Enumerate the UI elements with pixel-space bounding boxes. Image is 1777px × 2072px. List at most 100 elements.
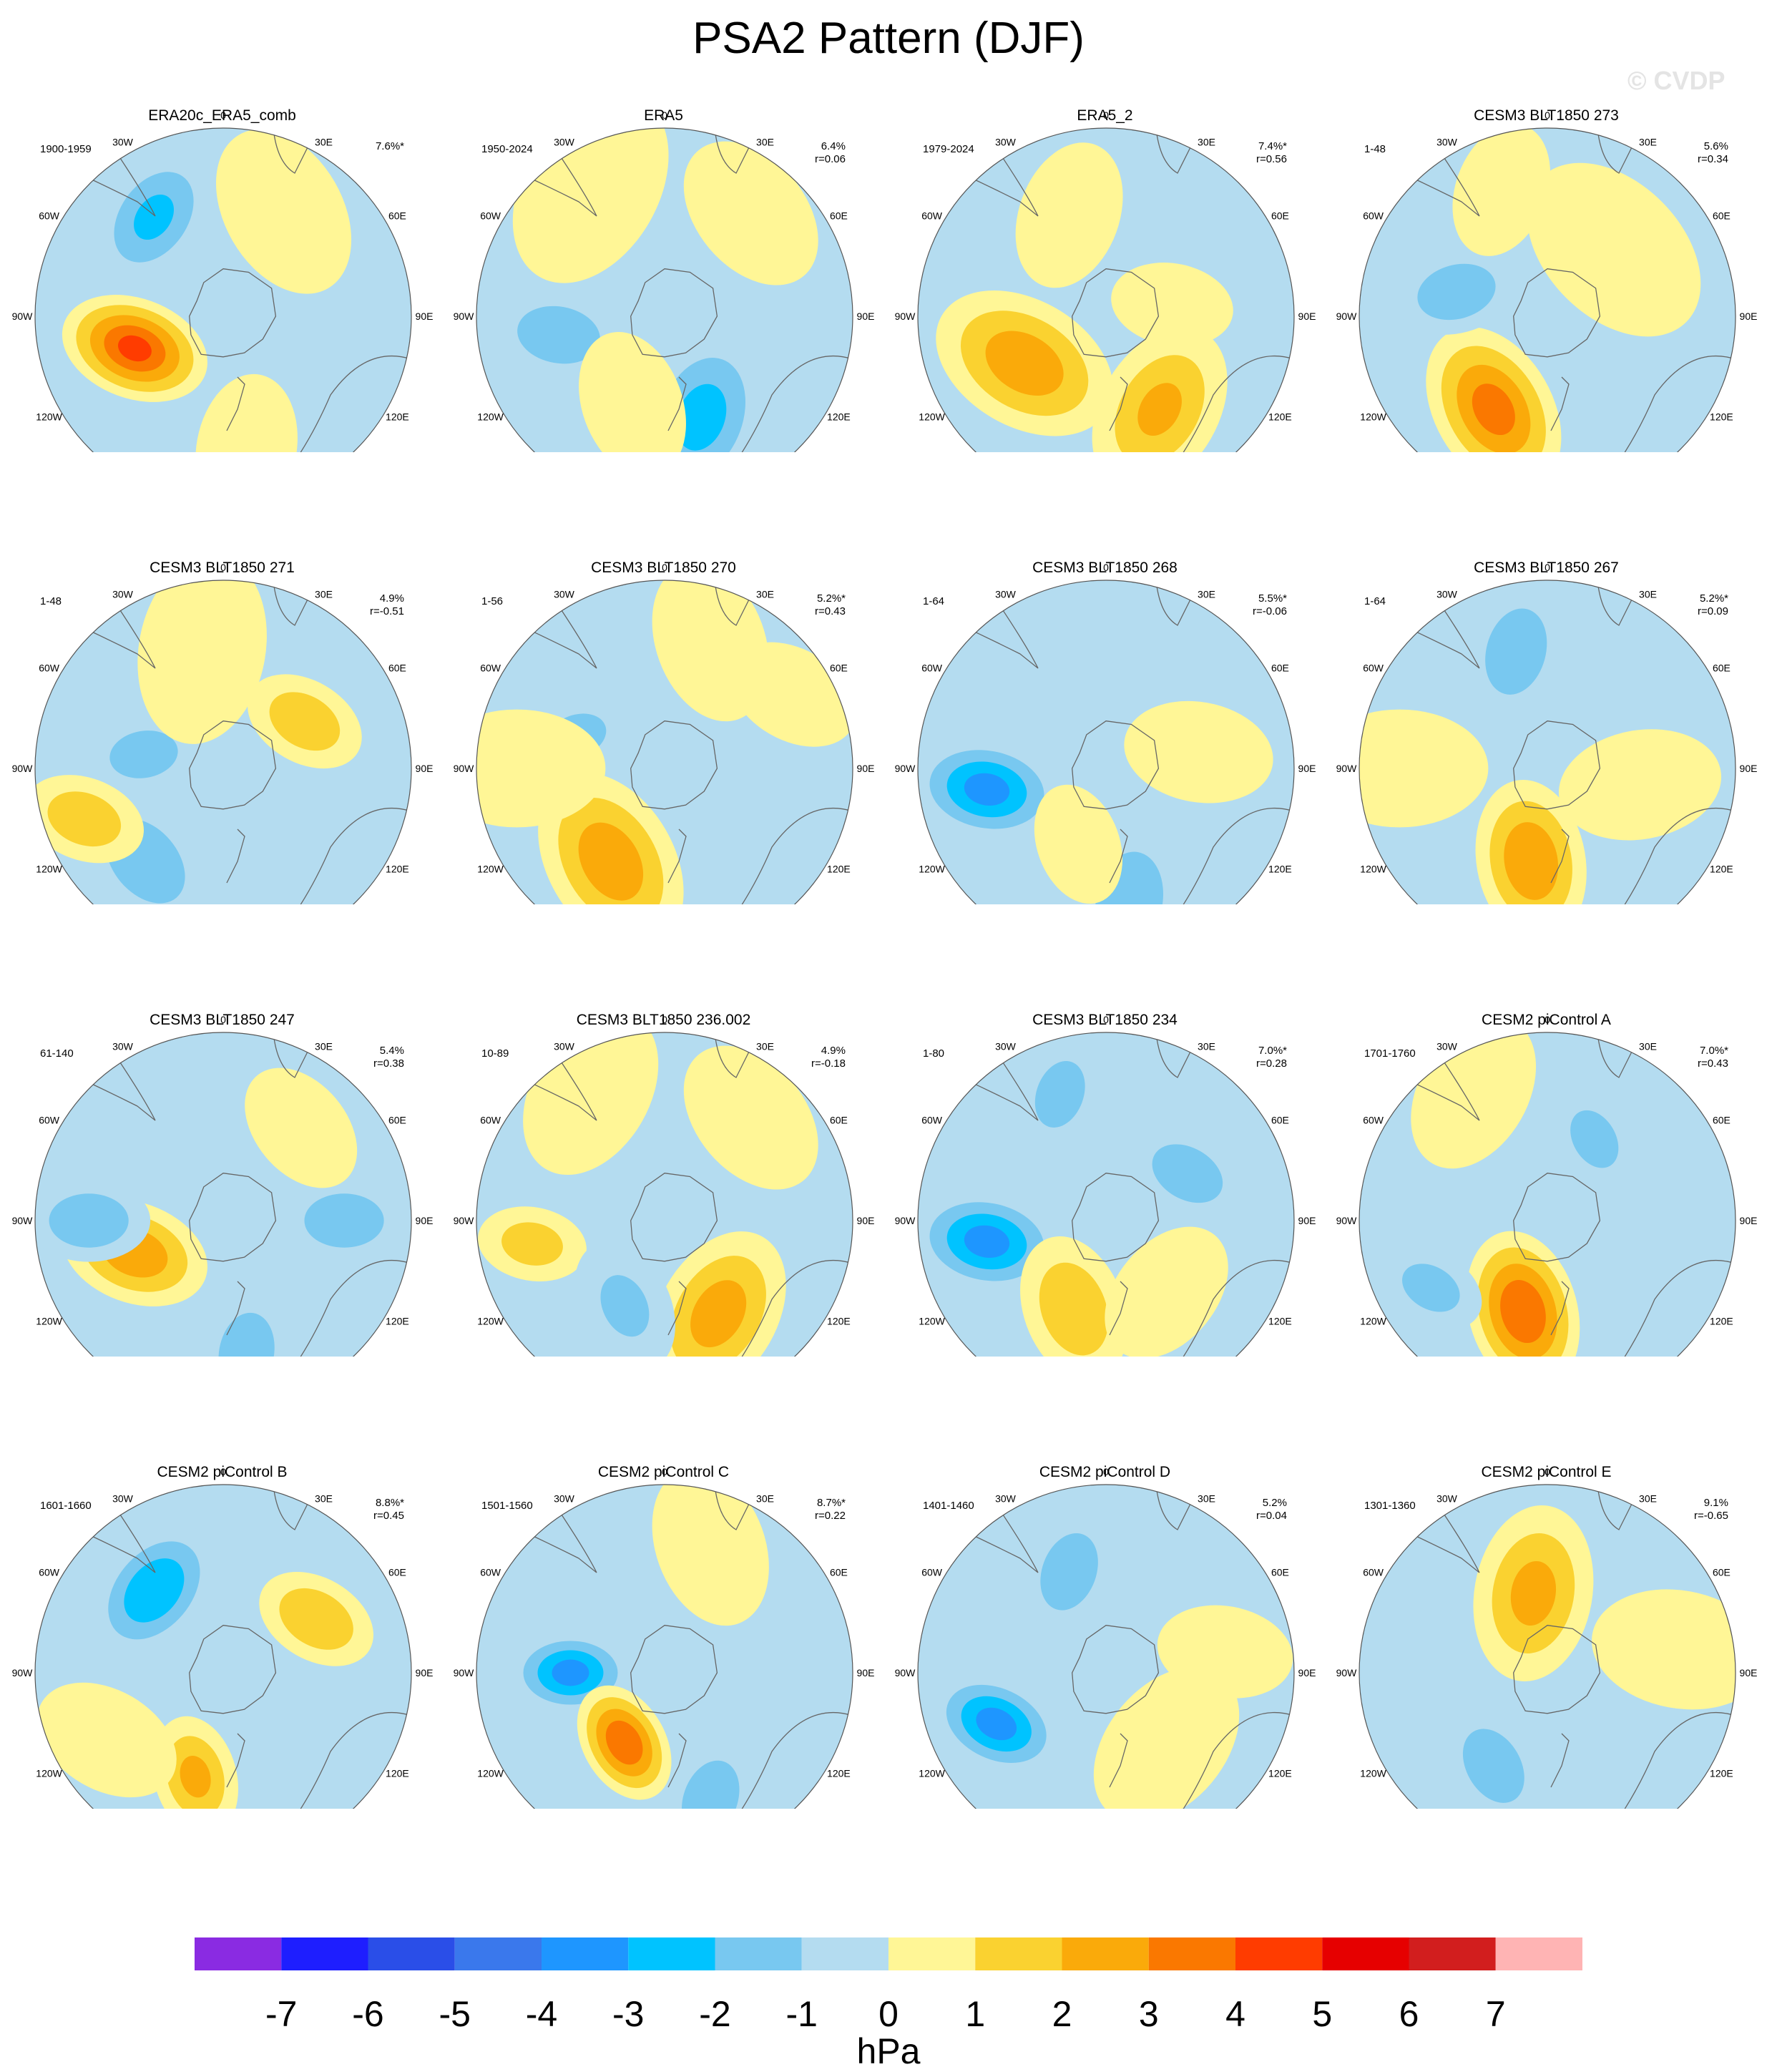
colorbar-swatch	[195, 1937, 282, 1970]
antarctica-coastline	[1072, 268, 1160, 358]
colorbar-swatch	[1148, 1937, 1235, 1970]
longitude-label: 0	[1545, 562, 1550, 573]
negative-anomaly-contour	[600, 1275, 650, 1337]
longitude-label: 90E	[416, 1667, 434, 1678]
colorbar-swatch	[1062, 1937, 1149, 1970]
positive-anomaly-contour	[1592, 1589, 1736, 1710]
antarctica-coastline	[189, 1625, 277, 1714]
map-boundary	[34, 1484, 412, 1809]
longitude-label: 90E	[1298, 1215, 1316, 1226]
longitude-label: 120W	[477, 1768, 504, 1779]
longitude-label: 60W	[480, 1115, 501, 1126]
polar-map: 030E60E90E120E150E180150W120W90W60W30W	[12, 1014, 433, 1357]
africa-coastline	[1155, 1485, 1200, 1530]
polar-map: 030E60E90E120E150E180150W120W90W60W30W	[12, 1466, 434, 1809]
panel-pattern-correlation: r=0.22	[815, 1510, 846, 1522]
polar-map: 030E60E90E120E150E180150W120W90W60W30W	[1336, 109, 1757, 452]
africa-coastline	[273, 1485, 317, 1530]
positive-anomaly-contour	[180, 1755, 211, 1798]
africa-coastline	[1155, 1032, 1200, 1078]
longitude-label: 60W	[1363, 1567, 1384, 1578]
colorbar-swatch	[888, 1937, 976, 1970]
polar-map: 030E60E90E120E150E180150W120W90W60W30W	[12, 562, 433, 904]
colorbar-tick-label: 6	[1399, 1994, 1419, 2034]
longitude-label: 120W	[36, 864, 62, 875]
positive-anomaly-contour	[1500, 1279, 1546, 1344]
longitude-label: 120E	[827, 1316, 851, 1327]
panel-percent-variance: 4.9%	[379, 592, 404, 605]
longitude-label: 120E	[827, 411, 851, 423]
figure-title: PSA2 Pattern (DJF)	[692, 14, 1085, 63]
positive-anomaly-contour	[1105, 1226, 1228, 1357]
antarctica-coastline	[630, 1625, 718, 1714]
longitude-label: 60E	[1713, 1115, 1731, 1126]
map-panel: 030E60E90E120E150E180150W120W90W60W30WCE…	[0, 904, 444, 1357]
negative-anomaly-contour	[964, 1225, 1010, 1259]
africa-coastline	[273, 1032, 317, 1078]
longitude-label: 30E	[1639, 1041, 1657, 1052]
positive-anomaly-contour	[1558, 729, 1722, 841]
map-panel: 030E60E90E120E150E180150W120W90W60W30WER…	[883, 0, 1327, 452]
map-boundary	[1359, 127, 1736, 452]
colorbar-swatch	[454, 1937, 542, 1970]
polar-map: 030E60E90E120E150E180150W120W90W60W30W	[454, 1014, 874, 1357]
negative-anomaly-contour	[1462, 1729, 1524, 1803]
antarctica-coastline	[1513, 1173, 1601, 1262]
antarctica-coastline	[630, 1173, 718, 1262]
longitude-label: 60W	[921, 1115, 943, 1126]
positive-anomaly-contour	[476, 709, 606, 828]
longitude-label: 30W	[112, 137, 134, 148]
australia-coastline	[1162, 807, 1294, 904]
longitude-label: 30E	[1198, 1041, 1215, 1052]
panel-percent-variance: 8.8%*	[375, 1497, 404, 1509]
panel-title: CESM3 BLT1850 267	[1474, 559, 1619, 576]
longitude-label: 90W	[12, 1667, 34, 1678]
africa-coastline	[714, 580, 758, 626]
antarctica-coastline	[1513, 1625, 1601, 1714]
africa-coastline	[273, 128, 317, 174]
colorbar-tick-label: 4	[1225, 1994, 1245, 2034]
map-panel: 030E60E90E120E150E180150W120W90W60W30WER…	[0, 0, 444, 452]
longitude-label: 90W	[1336, 1667, 1358, 1678]
panel-percent-variance: 7.0%*	[1258, 1045, 1287, 1057]
longitude-label: 90W	[12, 763, 34, 774]
longitude-label: 60E	[830, 1567, 848, 1578]
longitude-label: 30W	[1436, 1041, 1458, 1052]
panel-percent-variance: 5.2%*	[1699, 592, 1728, 605]
australia-coastline	[1162, 355, 1294, 452]
australia-coastline	[721, 1711, 853, 1809]
panel-percent-variance: 5.5%*	[1258, 592, 1287, 605]
positive-anomaly-contour	[1452, 128, 1551, 256]
negative-anomaly-contour	[1402, 1264, 1460, 1312]
positive-anomaly-contour	[47, 791, 122, 847]
longitude-label: 90E	[1740, 1215, 1758, 1226]
australia-coastline	[1604, 807, 1736, 904]
panel-years: 1979-2024	[923, 143, 974, 155]
positive-anomaly-contour	[1527, 162, 1701, 337]
new-zealand-coastline	[1109, 829, 1128, 884]
map-panel: 030E60E90E120E150E180150W120W90W60W30WCE…	[0, 1357, 444, 1809]
longitude-label: 60E	[1713, 1567, 1731, 1578]
longitude-label: 90W	[454, 1215, 475, 1226]
australia-coastline	[1162, 1711, 1294, 1809]
panel-title: CESM3 BLT1850 236.002	[576, 1012, 751, 1028]
positive-anomaly-contour	[216, 129, 352, 294]
longitude-label: 90E	[1740, 763, 1758, 774]
map-panel: 030E60E90E120E150E180150W120W90W60W30WER…	[441, 0, 886, 452]
longitude-label: 30W	[995, 1493, 1017, 1505]
longitude-label: 0	[1545, 1466, 1550, 1477]
longitude-label: 30E	[756, 1493, 774, 1505]
new-zealand-coastline	[1550, 1733, 1570, 1788]
longitude-label: 60E	[830, 210, 848, 222]
panel-years: 10-89	[481, 1047, 509, 1060]
positive-anomaly-contour	[195, 373, 298, 452]
positive-anomaly-contour	[985, 331, 1064, 396]
panel-years: 1950-2024	[481, 143, 533, 155]
positive-anomaly-contour	[1034, 784, 1123, 904]
longitude-label: 0	[662, 109, 667, 121]
longitude-label: 90E	[857, 311, 875, 322]
longitude-label: 120W	[1360, 411, 1386, 423]
panel-years: 1-48	[1364, 143, 1386, 155]
longitude-label: 60W	[921, 1567, 943, 1578]
panel-pattern-correlation: r=0.43	[1698, 1057, 1728, 1070]
